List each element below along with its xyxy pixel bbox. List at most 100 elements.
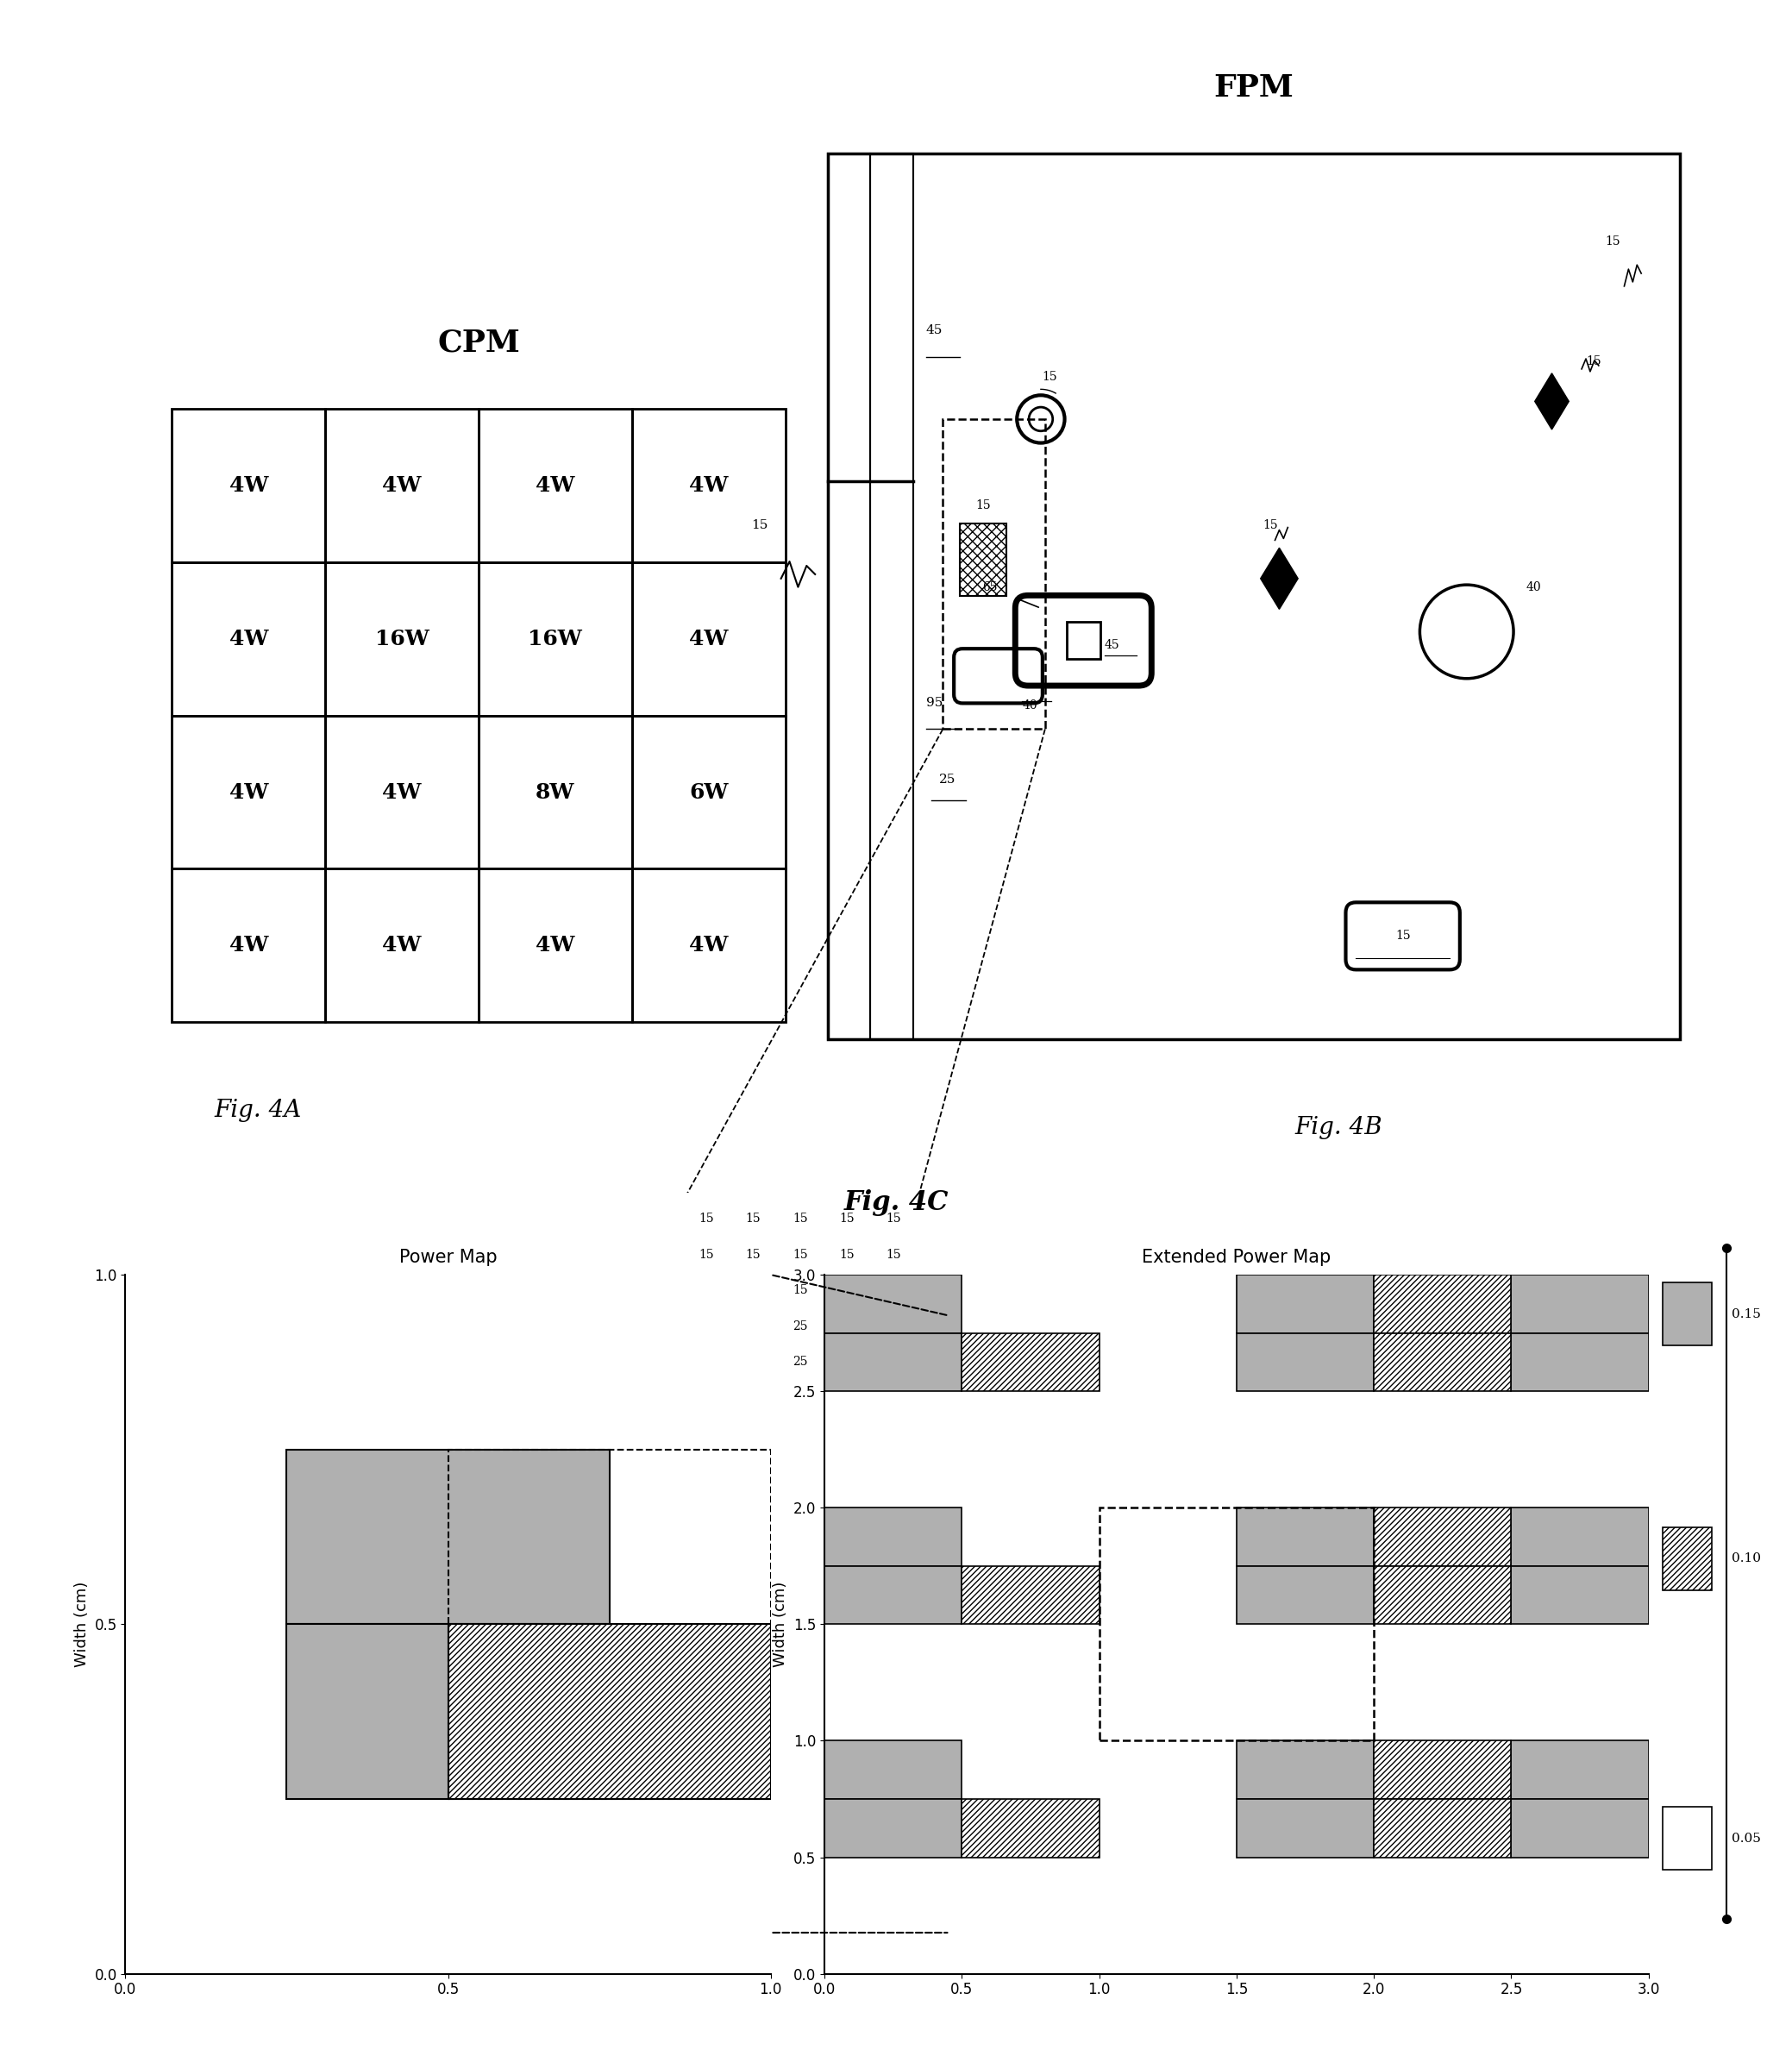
- Bar: [1663, 1807, 1711, 1869]
- Bar: [448, 1449, 771, 1799]
- Bar: [871, 1273, 918, 1308]
- Bar: [824, 1567, 962, 1624]
- Bar: [633, 870, 785, 1022]
- Bar: [683, 1238, 729, 1273]
- Text: 15: 15: [751, 520, 769, 530]
- Text: 25: 25: [745, 1357, 762, 1367]
- Bar: [1236, 1741, 1374, 1799]
- Bar: [1663, 1283, 1711, 1345]
- Bar: [1374, 1332, 1511, 1392]
- Text: 25: 25: [839, 1357, 855, 1367]
- Text: 15: 15: [839, 1285, 855, 1297]
- Text: 4W: 4W: [229, 781, 269, 802]
- Text: 15: 15: [975, 500, 991, 512]
- Title: Power Map: Power Map: [400, 1248, 496, 1266]
- Bar: [1374, 1741, 1511, 1799]
- Text: 4W: 4W: [688, 935, 728, 956]
- Bar: [1511, 1275, 1649, 1332]
- Bar: [683, 1273, 729, 1308]
- Bar: [1236, 1507, 1374, 1567]
- Bar: [1374, 1507, 1511, 1567]
- Bar: [1374, 1567, 1511, 1624]
- Bar: [1511, 1741, 1649, 1799]
- Bar: [326, 870, 478, 1022]
- Bar: [828, 154, 871, 1038]
- Bar: [824, 1799, 962, 1857]
- Text: 15: 15: [1263, 520, 1278, 533]
- Text: FPM: FPM: [1213, 72, 1294, 103]
- Bar: [478, 870, 633, 1022]
- Bar: [824, 1332, 962, 1392]
- Bar: [824, 1308, 871, 1345]
- Bar: [729, 1273, 776, 1308]
- Text: 4W: 4W: [382, 935, 421, 956]
- Text: 25: 25: [699, 1357, 713, 1367]
- Text: 15: 15: [792, 1248, 808, 1260]
- Text: 40: 40: [1527, 582, 1541, 594]
- Text: 65: 65: [982, 582, 996, 594]
- Text: 95: 95: [926, 697, 943, 709]
- Text: 0.10: 0.10: [1731, 1552, 1762, 1565]
- Text: 4W: 4W: [382, 475, 421, 495]
- Bar: [448, 1624, 771, 1799]
- Bar: [633, 409, 785, 561]
- Bar: [962, 1799, 1098, 1857]
- Text: 40: 40: [1021, 699, 1038, 711]
- Bar: [824, 1332, 962, 1392]
- Polygon shape: [1534, 374, 1568, 430]
- Bar: [1511, 1567, 1649, 1624]
- Bar: [824, 1507, 962, 1567]
- Bar: [871, 1345, 918, 1380]
- Y-axis label: Width (cm): Width (cm): [73, 1581, 90, 1667]
- Text: 15: 15: [745, 1213, 762, 1225]
- Bar: [1236, 1741, 1374, 1799]
- Text: 15: 15: [1041, 372, 1057, 382]
- Bar: [824, 1741, 962, 1799]
- Text: CPM: CPM: [437, 329, 520, 358]
- Y-axis label: Width (cm): Width (cm): [772, 1581, 788, 1667]
- Text: 4W: 4W: [229, 629, 269, 650]
- Bar: [478, 715, 633, 870]
- Bar: [871, 154, 914, 1038]
- Bar: [729, 1238, 776, 1273]
- Bar: [824, 1799, 962, 1857]
- Bar: [1236, 1799, 1374, 1857]
- Bar: [729, 1308, 776, 1345]
- Text: 16W: 16W: [375, 629, 428, 650]
- Bar: [871, 1201, 918, 1238]
- Bar: [824, 1275, 962, 1332]
- Bar: [172, 715, 326, 870]
- Text: 15: 15: [792, 1213, 808, 1225]
- Text: 4W: 4W: [382, 781, 421, 802]
- Bar: [776, 1345, 824, 1380]
- Bar: [824, 1275, 962, 1332]
- Title: Extended Power Map: Extended Power Map: [1142, 1248, 1331, 1266]
- Bar: [1511, 1741, 1649, 1799]
- Text: 25: 25: [699, 1320, 713, 1332]
- Bar: [962, 1332, 1098, 1392]
- Text: 4W: 4W: [536, 475, 575, 495]
- Bar: [1511, 1507, 1649, 1567]
- Text: 15: 15: [792, 1285, 808, 1297]
- Text: 15: 15: [887, 1248, 901, 1260]
- Bar: [1236, 1332, 1374, 1392]
- Bar: [1511, 1799, 1649, 1857]
- Bar: [729, 1345, 776, 1380]
- Bar: [287, 1449, 609, 1624]
- Bar: [287, 1449, 609, 1624]
- Bar: [1236, 1275, 1374, 1332]
- Bar: [824, 1567, 962, 1624]
- Bar: [729, 1201, 776, 1238]
- Bar: [1511, 1507, 1649, 1567]
- Text: 4W: 4W: [688, 475, 728, 495]
- Bar: [683, 1201, 918, 1380]
- Bar: [326, 715, 478, 870]
- Text: 25: 25: [745, 1320, 762, 1332]
- Text: Fig. 4B: Fig. 4B: [1296, 1116, 1383, 1139]
- Text: 25: 25: [792, 1357, 808, 1367]
- Bar: [326, 409, 478, 561]
- Text: 16W: 16W: [529, 629, 582, 650]
- Text: Fig. 4C: Fig. 4C: [844, 1188, 948, 1217]
- Bar: [871, 1308, 918, 1345]
- Text: 0.05: 0.05: [1731, 1832, 1762, 1844]
